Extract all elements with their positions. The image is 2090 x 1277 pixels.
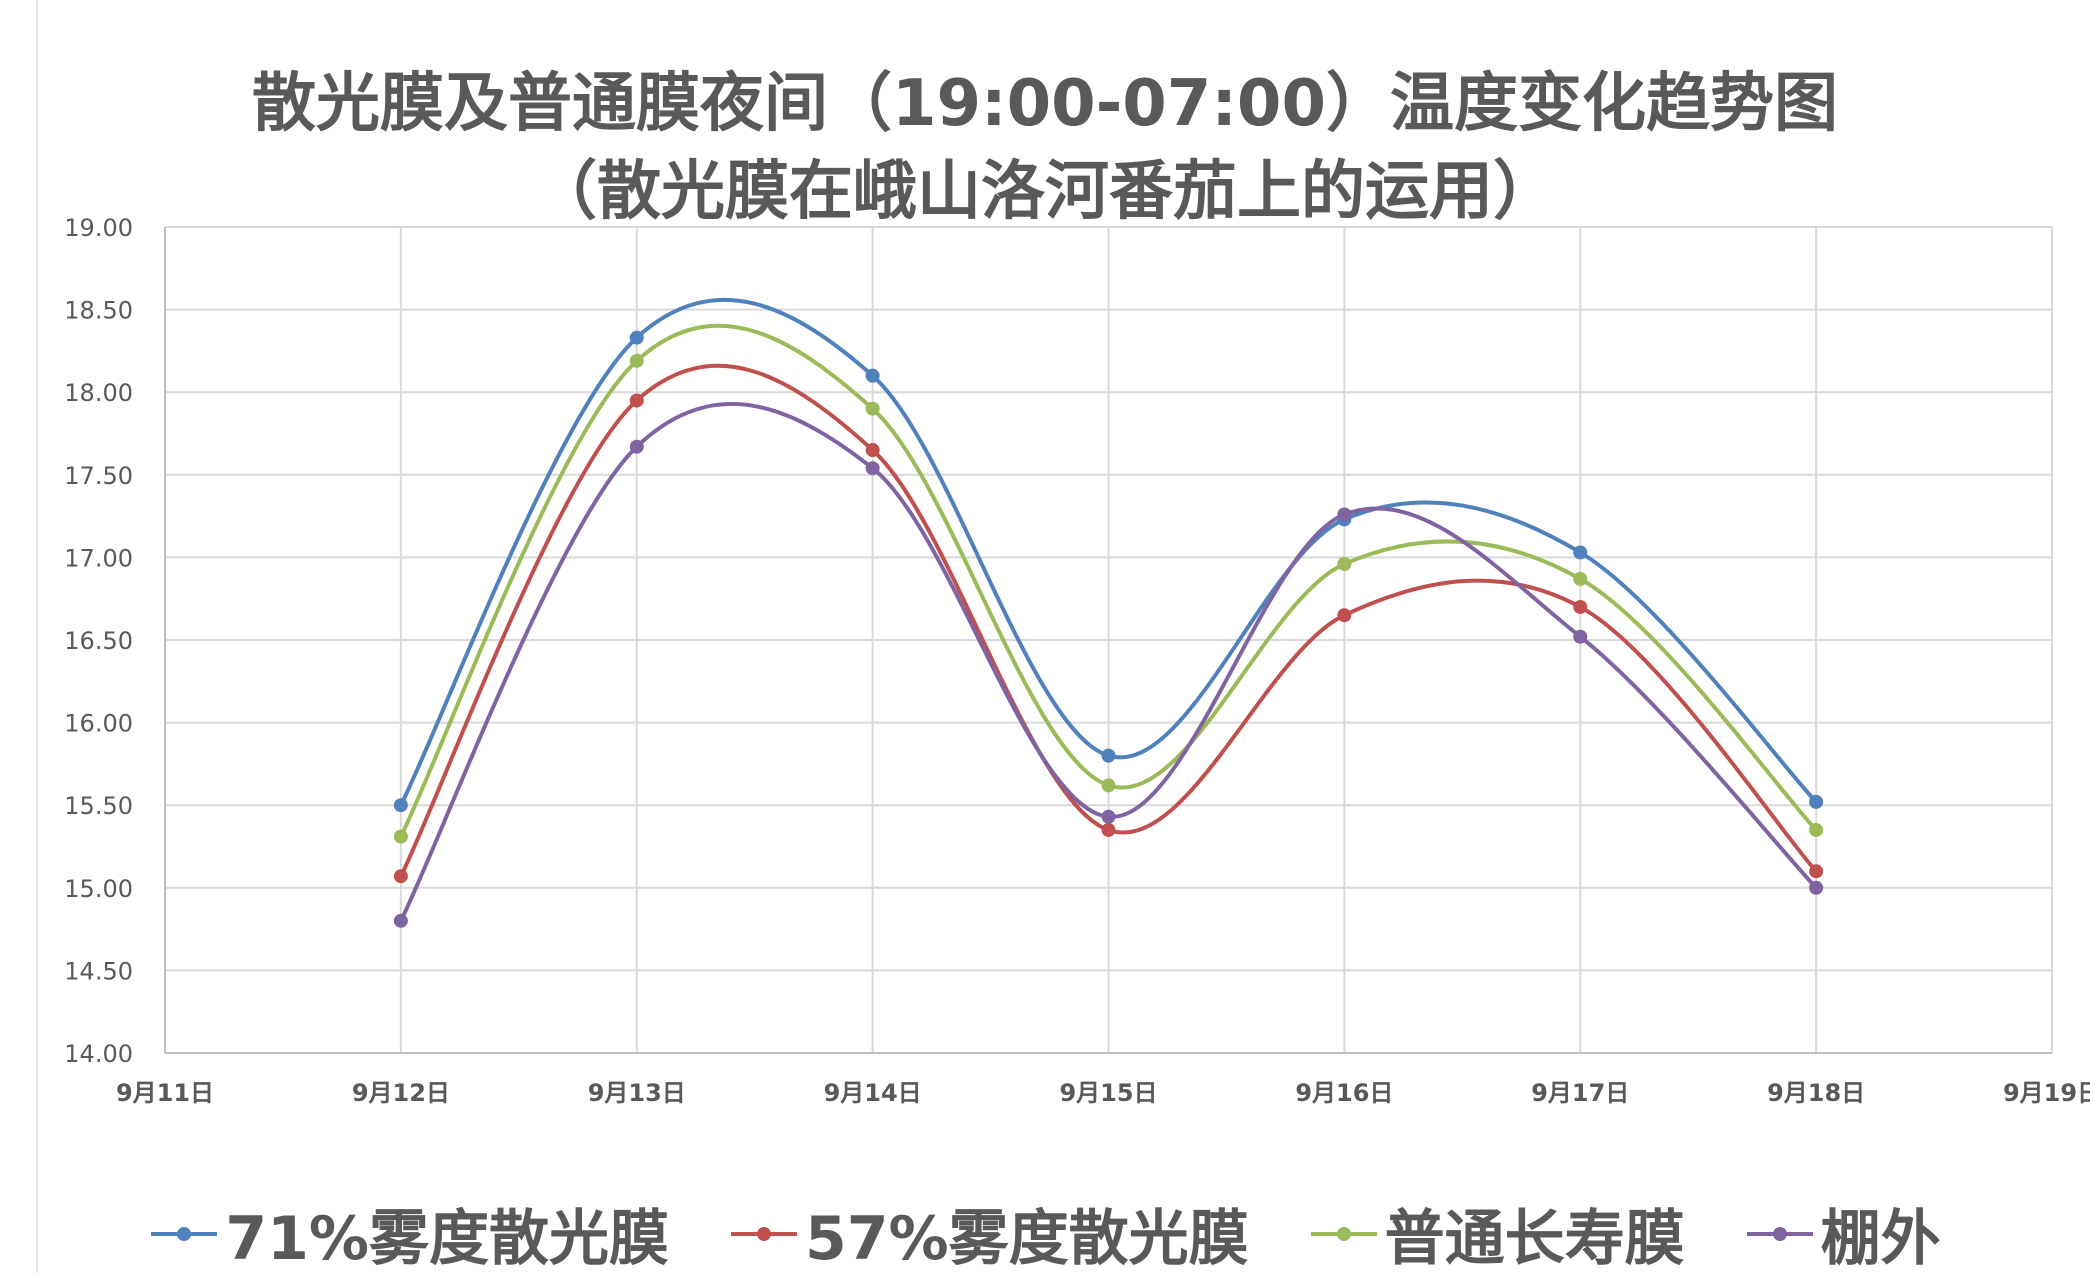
data-point xyxy=(865,461,880,476)
legend-label: 棚外 xyxy=(1820,1204,1941,1274)
data-point xyxy=(865,368,880,383)
data-point xyxy=(1101,809,1116,824)
y-tick-label: 15.50 xyxy=(64,792,133,820)
y-tick-label: 15.00 xyxy=(64,875,133,903)
chart-plot: 14.00 14.50 15.00 15.50 16.00 16.50 17.00 17.50… xyxy=(64,214,2090,1107)
legend-item: 棚外 xyxy=(1745,1190,1941,1277)
data-point xyxy=(1809,794,1824,809)
x-tick-label: 9月16日 xyxy=(1295,1079,1393,1107)
data-point xyxy=(629,330,644,345)
x-tick-label: 9月12日 xyxy=(352,1079,450,1107)
x-tick-label: 9月18日 xyxy=(1767,1079,1865,1107)
data-point xyxy=(865,443,880,458)
legend-swatch xyxy=(151,1226,218,1241)
y-tick-label: 17.00 xyxy=(64,544,133,572)
legend-item: 71%雾度散光膜 xyxy=(149,1190,669,1277)
data-point xyxy=(1573,571,1588,586)
data-point xyxy=(1337,507,1352,522)
x-tick-label: 9月15日 xyxy=(1059,1079,1157,1107)
data-point xyxy=(393,869,408,884)
grid xyxy=(164,226,2053,1054)
axes xyxy=(164,227,2052,1054)
series-line xyxy=(399,401,1818,922)
x-tick-label: 9月17日 xyxy=(1531,1079,1629,1107)
y-tick-label: 17.50 xyxy=(64,462,133,490)
data-point xyxy=(1809,864,1824,879)
chart-subtitle: （散光膜在峨山洛河番茄上的运用） xyxy=(533,155,1557,229)
legend-label: 普通长寿膜 xyxy=(1384,1204,1685,1274)
data-point xyxy=(393,829,408,844)
data-point xyxy=(1337,608,1352,623)
x-tick-label: 9月13日 xyxy=(588,1079,686,1107)
legend-swatch xyxy=(1310,1226,1377,1241)
y-tick-label: 14.50 xyxy=(64,957,133,985)
chart-frame xyxy=(36,0,2090,1273)
legend-item: 普通长寿膜 xyxy=(1309,1190,1685,1277)
y-tick-label: 16.50 xyxy=(64,627,133,655)
legend-swatch xyxy=(1746,1226,1813,1241)
data-point xyxy=(1573,629,1588,644)
y-tick-label: 14.00 xyxy=(64,1040,133,1068)
data-point xyxy=(393,798,408,813)
data-point xyxy=(629,393,644,408)
data-point xyxy=(1809,880,1824,895)
legend-swatch xyxy=(731,1226,797,1241)
x-tick-label: 9月11日 xyxy=(116,1079,214,1107)
data-point xyxy=(629,353,644,368)
data-point xyxy=(1573,545,1588,560)
legend-label: 71%雾度散光膜 xyxy=(225,1204,669,1274)
data-point xyxy=(1809,822,1824,837)
tick-labels: 14.00 14.50 15.00 15.50 16.00 16.50 17.00 17.50… xyxy=(64,214,2090,1107)
legend-label: 57%雾度散光膜 xyxy=(805,1204,1249,1274)
data-point xyxy=(393,913,408,928)
data-point xyxy=(1101,778,1116,793)
data-point xyxy=(1337,557,1352,572)
data-point xyxy=(1101,822,1116,837)
y-tick-label: 18.00 xyxy=(64,379,133,407)
y-tick-label: 16.00 xyxy=(64,710,133,738)
legend-item: 57%雾度散光膜 xyxy=(729,1190,1249,1277)
x-tick-label: 9月19日 xyxy=(2003,1079,2090,1107)
data-point xyxy=(1573,599,1588,614)
legend: 71%雾度散光膜 57%雾度散光膜 普通长寿膜 棚外 xyxy=(0,1190,2090,1277)
x-tick-label: 9月14日 xyxy=(824,1079,922,1107)
data-point xyxy=(629,439,644,454)
y-tick-label: 18.50 xyxy=(64,297,133,325)
data-point xyxy=(865,401,880,416)
series-points xyxy=(393,330,1824,928)
chart-title: 散光膜及普通膜夜间（19:00-07:00）温度变化趋势图 xyxy=(252,67,1838,141)
y-tick-label: 19.00 xyxy=(64,214,133,242)
data-point xyxy=(1101,748,1116,763)
